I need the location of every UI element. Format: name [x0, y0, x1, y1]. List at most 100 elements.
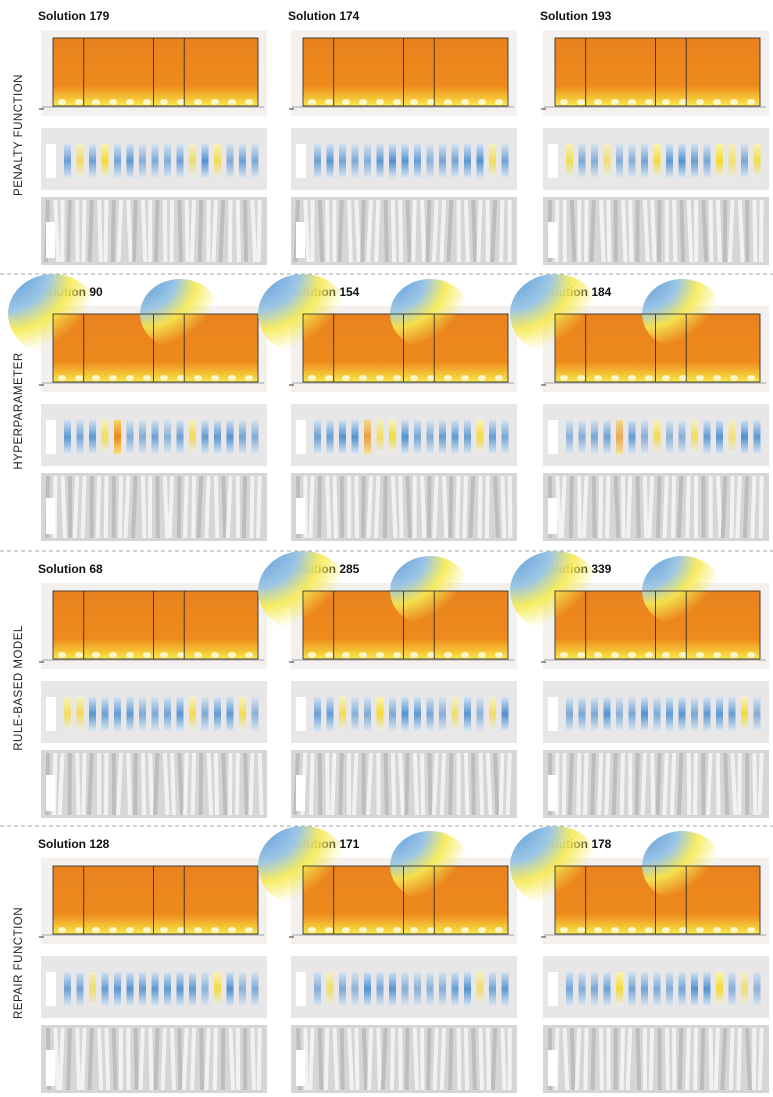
fin — [589, 200, 596, 262]
hot-spot — [645, 375, 653, 381]
hot-spot — [126, 375, 134, 381]
strip — [201, 420, 209, 454]
fin — [500, 476, 507, 538]
fin — [191, 476, 196, 538]
fin — [169, 200, 175, 262]
fin — [80, 476, 87, 538]
fin — [446, 200, 454, 262]
fin — [581, 476, 589, 538]
strip — [666, 420, 673, 454]
fin — [147, 476, 153, 538]
strip — [126, 697, 134, 731]
hot-spot — [560, 927, 568, 933]
heatmap-frame — [302, 590, 509, 660]
fin — [574, 1028, 582, 1090]
fin — [382, 476, 388, 538]
hot-spot — [444, 652, 452, 658]
hot-spot — [730, 99, 738, 105]
strip-lead — [296, 420, 306, 454]
fin — [722, 200, 728, 262]
strip — [414, 144, 421, 178]
strip — [501, 144, 509, 178]
strip — [76, 972, 84, 1006]
fin — [584, 200, 589, 262]
fin — [153, 200, 160, 262]
strip — [401, 972, 409, 1006]
fin — [132, 200, 138, 262]
hot-spot — [393, 99, 401, 105]
facade-lead — [548, 498, 557, 534]
hot-spot — [58, 99, 66, 105]
fin — [360, 200, 366, 262]
fin — [693, 476, 698, 538]
hot-spot — [325, 927, 333, 933]
fin — [729, 476, 735, 538]
fin — [177, 753, 184, 815]
fin — [485, 200, 490, 262]
hot-spot — [376, 375, 384, 381]
fin — [590, 1028, 596, 1090]
fin — [758, 476, 764, 538]
hot-spot — [427, 99, 435, 105]
fin — [153, 753, 160, 815]
fin — [648, 1028, 655, 1090]
fin — [376, 1028, 382, 1090]
fin — [317, 476, 322, 538]
fin — [256, 1028, 262, 1090]
fin — [640, 753, 647, 815]
fin — [606, 1028, 611, 1090]
strip — [64, 420, 71, 454]
heatmap-frame — [52, 590, 259, 660]
fin — [206, 753, 214, 815]
fin — [569, 200, 577, 262]
fin — [420, 476, 427, 538]
fin — [354, 200, 361, 262]
facade-lead — [296, 498, 305, 534]
fin — [57, 753, 65, 815]
strip — [139, 144, 146, 178]
hot-spot — [577, 99, 585, 105]
strip — [164, 697, 171, 731]
fin — [256, 200, 262, 262]
hot-spot — [747, 652, 755, 658]
strip — [239, 972, 246, 1006]
strip — [139, 420, 146, 454]
strip — [489, 420, 496, 454]
strip — [164, 144, 171, 178]
fin — [111, 753, 116, 815]
fin — [484, 476, 490, 538]
hot-spot — [696, 375, 704, 381]
strip — [189, 144, 196, 178]
fin — [218, 200, 226, 262]
strip — [501, 972, 509, 1006]
strip-lead — [46, 420, 56, 454]
hot-spot — [75, 99, 83, 105]
fin — [81, 753, 87, 815]
fin — [177, 200, 183, 262]
fin — [347, 1028, 354, 1090]
hot-spot — [308, 99, 316, 105]
fin — [67, 753, 72, 815]
fin — [354, 476, 360, 538]
fin — [243, 1028, 248, 1090]
strip — [753, 144, 761, 178]
strip — [114, 420, 121, 454]
strip — [401, 420, 409, 454]
fin — [138, 1028, 145, 1090]
facade-lead — [46, 775, 55, 811]
hot-spot — [679, 927, 687, 933]
hot-spot — [611, 927, 619, 933]
fin — [212, 1028, 218, 1090]
hot-spot — [211, 927, 219, 933]
fin — [431, 200, 439, 262]
strip — [251, 697, 259, 731]
strip — [464, 697, 471, 731]
heatmap-frame — [554, 37, 761, 107]
fin — [672, 1028, 677, 1090]
fin — [66, 200, 72, 262]
strip — [189, 972, 196, 1006]
fin — [420, 1028, 425, 1090]
fin — [662, 476, 669, 538]
fin — [383, 200, 389, 262]
strip — [439, 420, 446, 454]
